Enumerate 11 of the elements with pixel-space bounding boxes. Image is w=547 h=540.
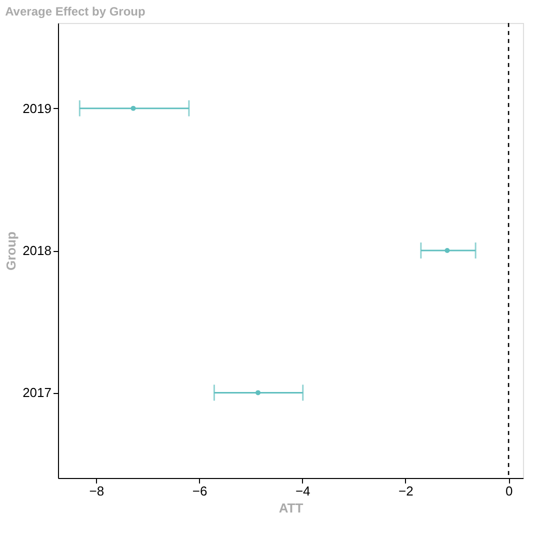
- y-tick-label: 2018: [22, 243, 52, 258]
- x-tick-label: −4: [295, 484, 310, 498]
- x-tick-label: −2: [398, 484, 414, 498]
- chart-title: Average Effect by Group: [5, 4, 146, 18]
- x-axis-title: ATT: [278, 500, 304, 516]
- x-tick-label: −8: [89, 484, 104, 498]
- y-axis-title: Group: [4, 231, 19, 270]
- x-tick-label: −6: [192, 484, 208, 498]
- y-tick-label: 2019: [22, 100, 52, 116]
- y-tick-label: 2017: [22, 385, 52, 400]
- x-tick-label: 0: [505, 484, 513, 498]
